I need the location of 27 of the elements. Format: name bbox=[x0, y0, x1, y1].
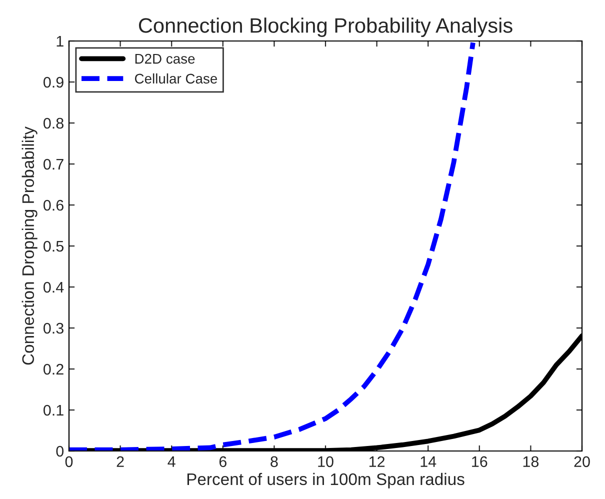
y-tick-label: 1 bbox=[56, 36, 64, 47]
x-tick-label: 18 bbox=[523, 456, 539, 468]
y-tick-label: 0.7 bbox=[44, 158, 64, 170]
x-tick-label: 8 bbox=[270, 456, 278, 468]
x-axis-title: Percent of users in 100m Span radius bbox=[187, 472, 464, 488]
x-tick-label: 6 bbox=[219, 456, 226, 468]
x-tick-label: 14 bbox=[420, 456, 436, 467]
x-tick-label: 20 bbox=[574, 456, 590, 468]
y-tick-label: 0.4 bbox=[44, 282, 64, 293]
y-tick-label: 0.2 bbox=[44, 364, 64, 375]
x-tick-label: 4 bbox=[168, 456, 176, 467]
y-tick-label: 0.8 bbox=[44, 118, 64, 129]
y-tick-label: 0 bbox=[56, 446, 64, 457]
y-axis-title: Connection Dropping Probability bbox=[22, 126, 38, 365]
x-tick-label: 16 bbox=[472, 456, 488, 468]
x-tick-label: 2 bbox=[116, 456, 124, 467]
x-tick-label: 10 bbox=[318, 456, 334, 468]
y-tick-label: 0.5 bbox=[44, 240, 64, 252]
y-tick-label: 0.6 bbox=[44, 200, 64, 211]
y-tick-label: 0.1 bbox=[44, 404, 64, 416]
chart-title: Connection Blocking Probability Analysis bbox=[138, 18, 512, 37]
legend-label: Cellular Case bbox=[134, 73, 218, 84]
x-tick-label: 0 bbox=[65, 456, 73, 468]
x-tick-label: 12 bbox=[369, 456, 385, 467]
y-tick-label: 0.9 bbox=[44, 76, 64, 88]
y-tick-label: 0.3 bbox=[44, 322, 64, 334]
legend-label: D2D case bbox=[135, 54, 195, 64]
